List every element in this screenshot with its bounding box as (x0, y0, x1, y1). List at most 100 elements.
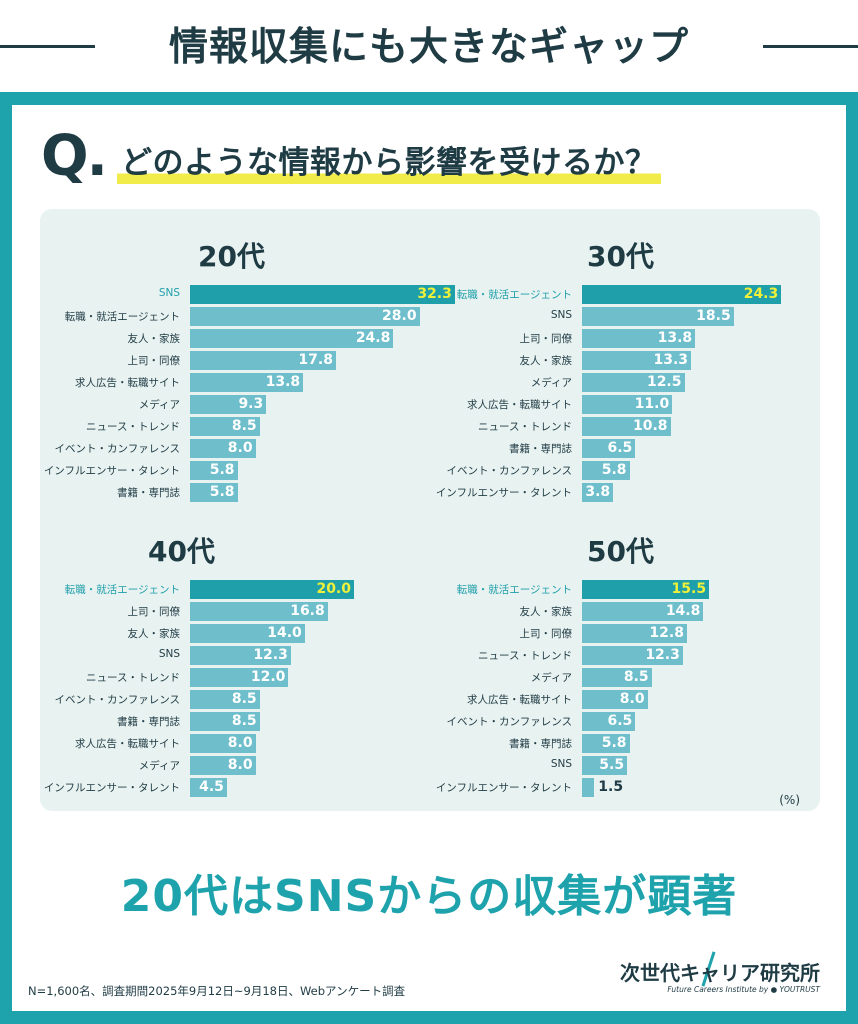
category-label: 転職・就活エージェント (64, 311, 180, 323)
category-label: 書籍・専門誌 (509, 443, 572, 455)
bar (582, 580, 710, 599)
bar (582, 329, 696, 348)
value-label: 8.0 (227, 757, 253, 773)
bar (190, 756, 256, 775)
bar-row: SNS 18.5 (432, 307, 822, 327)
bar (582, 756, 628, 775)
bar (582, 373, 685, 392)
bar (190, 483, 238, 502)
category-label: 上司・同僚 (127, 606, 181, 618)
value-label: 12.3 (253, 647, 288, 663)
value-label: 5.8 (209, 462, 235, 478)
bar-row: 上司・同僚 16.8 (40, 602, 430, 622)
bar-row: 求人広告・転職サイト 8.0 (432, 690, 822, 710)
category-label: メディア (138, 760, 180, 772)
category-label: インフルエンサー・タレント (43, 465, 180, 477)
bar (582, 778, 595, 797)
bar-row: 求人広告・転職サイト 11.0 (432, 395, 822, 415)
bar-row: 上司・同僚 17.8 (40, 351, 430, 371)
value-label: 16.8 (290, 603, 325, 619)
bar-row: 上司・同僚 12.8 (432, 624, 822, 644)
value-label: 12.0 (250, 669, 286, 685)
value-label: 5.8 (601, 735, 627, 751)
value-label: 12.8 (649, 625, 684, 641)
category-label: イベント・カンファレンス (54, 443, 180, 455)
category-label: 書籍・専門誌 (117, 487, 180, 499)
bar-row: 転職・就活エージェント 24.3 (432, 285, 822, 305)
category-label: SNS (158, 287, 180, 299)
value-label: 8.0 (227, 735, 253, 751)
bar (190, 668, 289, 687)
bar (582, 417, 671, 436)
bar-row: 転職・就活エージェント 20.0 (40, 580, 430, 600)
bar-row: 求人広告・転職サイト 8.0 (40, 734, 430, 754)
bar (190, 373, 304, 392)
category-label: 書籍・専門誌 (117, 716, 180, 728)
category-label: ニュース・トレンド (86, 672, 180, 684)
brand-logo: 次世代キャリア研究所 Future Careers Institute by ●… (615, 951, 820, 1001)
brand-subtitle: Future Careers Institute by ● YOUTRUST (667, 985, 820, 994)
question-mark: Q. (41, 124, 108, 189)
value-label: 32.3 (417, 286, 452, 302)
value-label: 14.0 (267, 625, 302, 641)
bar (190, 778, 227, 797)
value-label: 5.8 (601, 462, 627, 478)
category-label: 書籍・専門誌 (509, 738, 572, 750)
category-label: 求人広告・転職サイト (467, 399, 572, 411)
value-label: 11.0 (634, 396, 670, 412)
bar (582, 351, 692, 370)
category-label: イベント・カンファレンス (54, 694, 180, 706)
bar-row: メディア 12.5 (432, 373, 822, 393)
page-title: 情報収集にも大きなギャップ (168, 25, 689, 70)
category-label: 上司・同僚 (127, 355, 181, 367)
bar-row: 書籍・専門誌 6.5 (432, 439, 822, 459)
value-label: 8.5 (623, 669, 649, 685)
bar (190, 285, 455, 304)
value-label: 14.8 (665, 603, 701, 619)
category-label: 求人広告・転職サイト (75, 377, 180, 389)
bar-row: SNS 32.3 (40, 285, 455, 305)
value-label: 13.8 (265, 374, 301, 390)
chart-title: 50代 (587, 535, 654, 568)
category-label: 上司・同僚 (519, 628, 573, 640)
bar-row: ニュース・トレンド 10.8 (432, 417, 822, 437)
bar (190, 351, 336, 370)
value-label: 28.0 (382, 308, 417, 324)
chart-title: 40代 (148, 535, 215, 568)
value-label: 20.0 (316, 581, 351, 597)
category-label: イベント・カンファレンス (446, 465, 572, 477)
content-frame: Q. どのような情報から影響を受けるか？ (%) 20代 SNS 32.3 転職・就活… (0, 92, 858, 1024)
bar (190, 690, 260, 709)
bar (190, 395, 267, 414)
bar (190, 580, 354, 599)
brand-name: 次世代キャリア研究所 (620, 961, 820, 985)
page-header: 情報収集にも大きなギャップ (0, 0, 858, 92)
bar-row: 友人・家族 13.3 (432, 351, 822, 371)
bar-row: 転職・就活エージェント 28.0 (40, 307, 430, 327)
category-label: インフルエンサー・タレント (435, 487, 572, 499)
bar-row: メディア 8.5 (432, 668, 822, 688)
chart-group: 40代 転職・就活エージェント 20.0 上司・同僚 16.8 友人・家族 14.0 SNS 1… (40, 530, 430, 810)
question-dot: . (86, 124, 108, 189)
category-label: 転職・就活エージェント (456, 584, 572, 596)
bar (582, 602, 704, 621)
value-label: 8.0 (619, 691, 645, 707)
bar (582, 483, 614, 502)
value-label: 24.8 (355, 330, 391, 346)
bar (582, 668, 652, 687)
value-label: 8.5 (231, 713, 257, 729)
bar-row: 転職・就活エージェント 15.5 (432, 580, 822, 600)
value-label: 5.5 (599, 757, 625, 773)
bar (582, 395, 673, 414)
category-label: ニュース・トレンド (478, 421, 572, 433)
bar-row: 上司・同僚 13.8 (432, 329, 822, 349)
category-label: メディア (530, 672, 572, 684)
bar-row: 友人・家族 14.8 (432, 602, 822, 622)
category-label: 転職・就活エージェント (64, 584, 180, 596)
value-label: 9.3 (238, 396, 264, 412)
bar-row: SNS 12.3 (40, 646, 430, 666)
category-label: イベント・カンファレンス (446, 716, 572, 728)
category-label: ニュース・トレンド (86, 421, 180, 433)
question-letter: Q (41, 124, 89, 189)
value-label: 6.5 (607, 440, 633, 456)
